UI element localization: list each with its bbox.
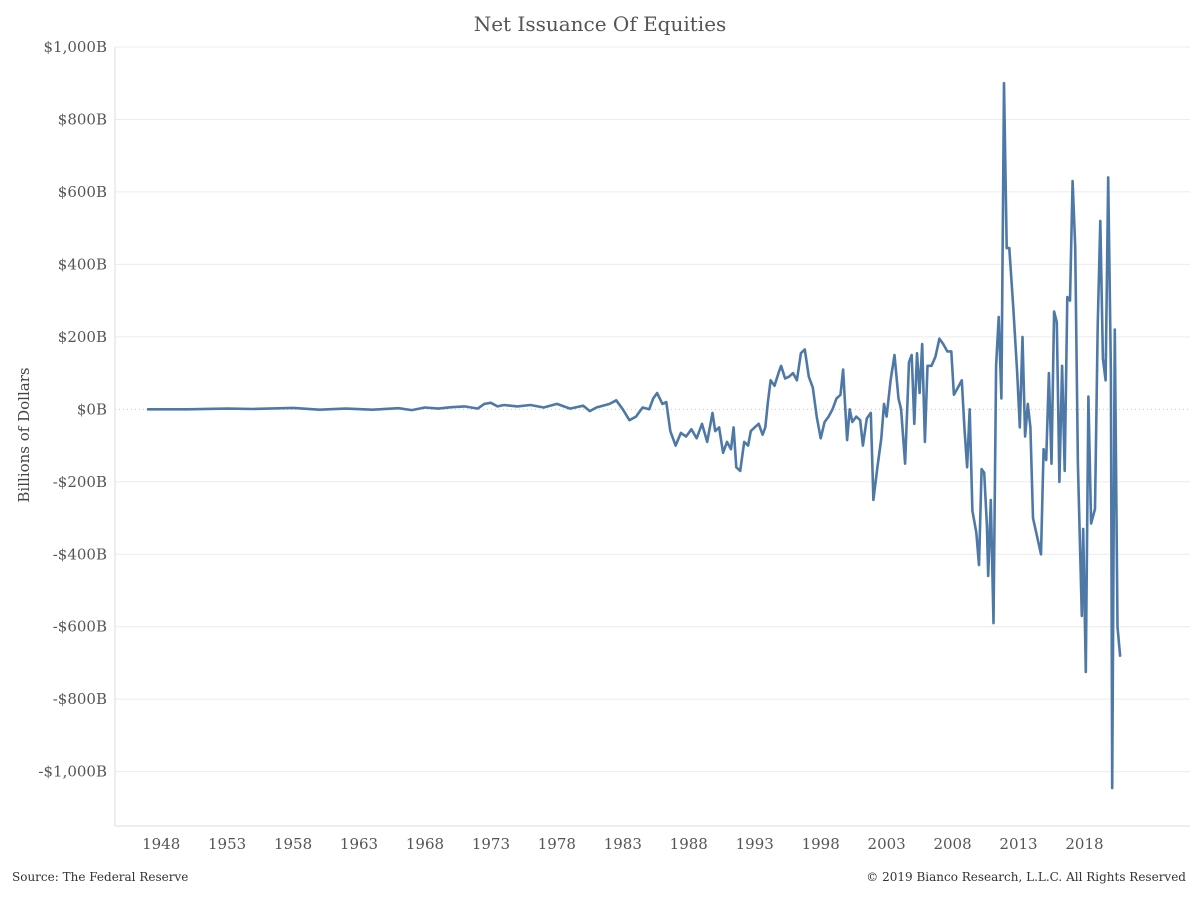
x-tick-label: 2018 — [1065, 835, 1103, 853]
x-axis-ticks: 1948 1953 1958 1963 1968 1973 1978 1983 1988 1993… — [142, 835, 1104, 853]
x-tick-label: 1998 — [802, 835, 840, 853]
x-tick-label: 2013 — [999, 835, 1037, 853]
copyright-note: © 2019 Bianco Research, L.L.C. All Right… — [866, 870, 1186, 884]
y-tick-label: $200B — [58, 328, 107, 346]
x-tick-label: 1958 — [274, 835, 312, 853]
y-tick-label: -$200B — [53, 473, 107, 491]
x-tick-label: 1993 — [736, 835, 774, 853]
y-axis-ticks: $1,000B $800B $600B $400B $200B $0B -$200B -$40… — [38, 38, 107, 781]
y-tick-label: $800B — [58, 110, 107, 128]
x-tick-label: 1988 — [670, 835, 708, 853]
y-tick-label: -$800B — [53, 690, 107, 708]
y-tick-label: $600B — [58, 183, 107, 201]
series-line — [146, 81, 1122, 790]
y-tick-label: $0B — [77, 400, 107, 418]
x-tick-label: 1953 — [208, 835, 246, 853]
gridlines — [115, 46, 1190, 773]
y-tick-label: -$1,000B — [38, 763, 107, 781]
x-tick-label: 1973 — [472, 835, 510, 853]
x-tick-label: 2008 — [933, 835, 971, 853]
y-tick-label: -$400B — [53, 545, 107, 563]
series-layer — [146, 81, 1122, 790]
y-tick-label: $1,000B — [43, 38, 107, 56]
x-tick-label: 1948 — [142, 835, 180, 853]
y-axis-title: Billions of Dollars — [15, 367, 33, 502]
y-tick-label: $400B — [58, 255, 107, 273]
chart-title: Net Issuance Of Equities — [473, 12, 727, 36]
axes — [114, 47, 1190, 827]
x-tick-label: 1968 — [406, 835, 444, 853]
x-tick-label: 2003 — [868, 835, 906, 853]
x-tick-label: 1963 — [340, 835, 378, 853]
source-note: Source: The Federal Reserve — [12, 870, 189, 884]
x-tick-label: 1983 — [604, 835, 642, 853]
y-tick-label: -$600B — [53, 618, 107, 636]
x-tick-label: 1978 — [538, 835, 576, 853]
